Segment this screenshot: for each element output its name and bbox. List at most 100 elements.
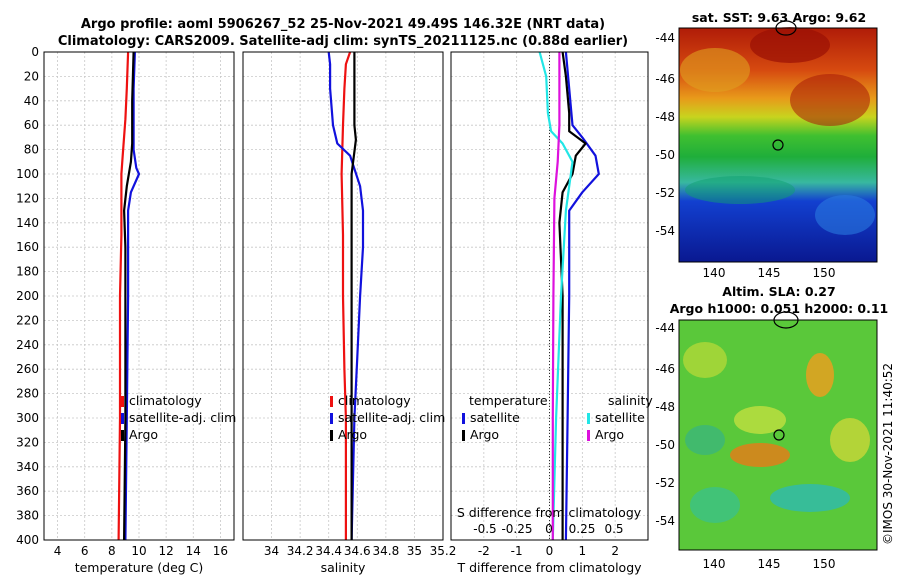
argo-location-marker — [773, 429, 785, 441]
legend-t-satellite: satellite — [470, 410, 520, 425]
lon-tick: 145 — [758, 266, 781, 280]
s-difference-label: S difference from climatology — [457, 505, 642, 520]
legend-t-argo: Argo — [470, 427, 499, 442]
x-tick-label: 34.8 — [372, 544, 399, 558]
series-line-climatology — [340, 51, 352, 540]
x-tick-label: 34.4 — [315, 544, 342, 558]
temperature-legend: climatology satellite-adj. clim Argo — [121, 393, 236, 442]
x-tick-label: 14 — [186, 544, 201, 558]
legend-swatch-climatology — [330, 396, 333, 407]
series-line-t-satellite — [564, 51, 600, 541]
depth-tick-label: 320 — [16, 435, 39, 449]
sst-map-frame — [678, 27, 878, 263]
x-tick-label: 16 — [213, 544, 228, 558]
depth-tick-label: 160 — [16, 240, 39, 254]
lat-tick: -44 — [655, 321, 675, 335]
x-tick-label: 4 — [54, 544, 62, 558]
depth-tick-label: 280 — [16, 387, 39, 401]
figure-title-line2: Climatology: CARS2009. Satellite-adj cli… — [58, 34, 628, 49]
difference-panel: -2 -1 0 1 2 T difference from climatology — [450, 51, 649, 575]
lon-tick: 150 — [813, 266, 836, 280]
legend-climatology: climatology — [338, 393, 411, 408]
legend-argo: Argo — [338, 427, 367, 442]
figure-title-line1: Argo profile: aoml 5906267_52 25-Nov-202… — [81, 17, 605, 32]
series-line-satellite-adj-clim — [327, 51, 365, 541]
depth-tick-label: 0 — [31, 45, 39, 59]
legend-swatch-t-argo — [462, 430, 465, 441]
x-tick-label: 6 — [81, 544, 89, 558]
lat-tick: -50 — [655, 148, 675, 162]
lat-tick: -54 — [655, 514, 675, 528]
sla-anomaly — [690, 487, 740, 523]
difference-legend: temperature salinity satellite Argo sate… — [462, 393, 653, 442]
legend-swatch-satellite — [330, 413, 333, 424]
sla-anomaly — [683, 342, 727, 378]
lat-tick: -52 — [655, 476, 675, 490]
legend-temperature-heading: temperature — [469, 393, 548, 408]
depth-tick-label: 400 — [16, 533, 39, 547]
x-tick-label: 34.6 — [344, 544, 371, 558]
salinity-legend: climatology satellite-adj. clim Argo — [330, 393, 445, 442]
sla-anomaly — [734, 406, 786, 434]
x-tick-label: 0 — [546, 544, 554, 558]
series-line-satellite-adj-clim — [124, 51, 141, 541]
sla-map-title: Altim. SLA: 0.27 — [722, 284, 835, 299]
x-axis-label: temperature (deg C) — [75, 560, 204, 575]
axes-frame — [242, 51, 444, 541]
sla-anomaly — [770, 484, 850, 512]
legend-swatch-argo — [121, 430, 124, 441]
lat-tick: -44 — [655, 31, 675, 45]
series-line-climatology — [117, 51, 130, 541]
legend-satellite-adj-clim: satellite-adj. clim — [129, 410, 236, 425]
temperature-panel: 0 20 40 60 80 100 120 140 160 180 200 220 240 260 280 3… — [16, 45, 235, 575]
legend-swatch-s-argo — [587, 430, 590, 441]
series-line-argo — [350, 52, 357, 540]
legend-climatology: climatology — [129, 393, 202, 408]
s-tick: -0.5 — [473, 522, 496, 536]
x-tick-label: 1 — [579, 544, 587, 558]
lat-tick: -48 — [655, 110, 675, 124]
s-tick: 0.5 — [604, 522, 623, 536]
x-axis-label: salinity — [321, 560, 366, 575]
sla-anomaly — [806, 353, 834, 397]
series-line-argo — [123, 51, 135, 541]
sla-anomaly — [730, 443, 790, 467]
x-tick-label: 10 — [131, 544, 146, 558]
legend-swatch-s-satellite — [587, 413, 590, 424]
lat-tick: -46 — [655, 72, 675, 86]
depth-tick-label: 20 — [24, 69, 39, 83]
series-line-t-argo — [558, 51, 587, 540]
sla-anomaly — [685, 425, 725, 455]
x-tick-label: -1 — [511, 544, 523, 558]
x-tick-label: 2 — [611, 544, 619, 558]
lon-tick: 150 — [813, 557, 836, 571]
depth-tick-label: 260 — [16, 362, 39, 376]
sst-map-title: sat. SST: 9.63 Argo: 9.62 — [692, 10, 866, 25]
x-tick-label: 34 — [264, 544, 279, 558]
depth-tick-label: 120 — [16, 191, 39, 205]
legend-argo: Argo — [129, 427, 158, 442]
sst-map: sat. SST: 9.63 Argo: 9.62 -44 -46 -48 -5… — [655, 10, 878, 280]
x-tick-label: 8 — [108, 544, 116, 558]
sst-front — [815, 195, 875, 235]
x-tick-label: 34.2 — [287, 544, 314, 558]
x-tick-label: 35 — [407, 544, 422, 558]
sla-anomaly — [830, 418, 870, 462]
depth-tick-label: 80 — [24, 143, 39, 157]
legend-s-satellite: satellite — [595, 410, 645, 425]
x-tick-label: 35.2 — [430, 544, 457, 558]
depth-tick-label: 60 — [24, 118, 39, 132]
s-tick: -0.25 — [501, 522, 532, 536]
s-tick: 0.25 — [569, 522, 596, 536]
axes-frame — [43, 51, 235, 541]
depth-tick-label: 380 — [16, 509, 39, 523]
x-axis-label: T difference from climatology — [456, 560, 642, 575]
sst-warm-patch — [750, 27, 830, 63]
lon-tick: 145 — [758, 557, 781, 571]
axes-frame — [450, 51, 649, 541]
sst-front — [685, 176, 795, 204]
sst-warm-patch — [790, 74, 870, 126]
lat-tick: -46 — [655, 362, 675, 376]
depth-tick-label: 180 — [16, 265, 39, 279]
lon-tick: 140 — [703, 557, 726, 571]
